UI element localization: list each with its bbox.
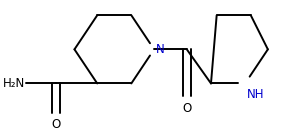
Text: O: O [51, 117, 61, 131]
Text: NH: NH [247, 88, 264, 101]
Text: H₂N: H₂N [3, 77, 26, 90]
Text: N: N [156, 43, 164, 56]
Text: O: O [182, 102, 192, 115]
